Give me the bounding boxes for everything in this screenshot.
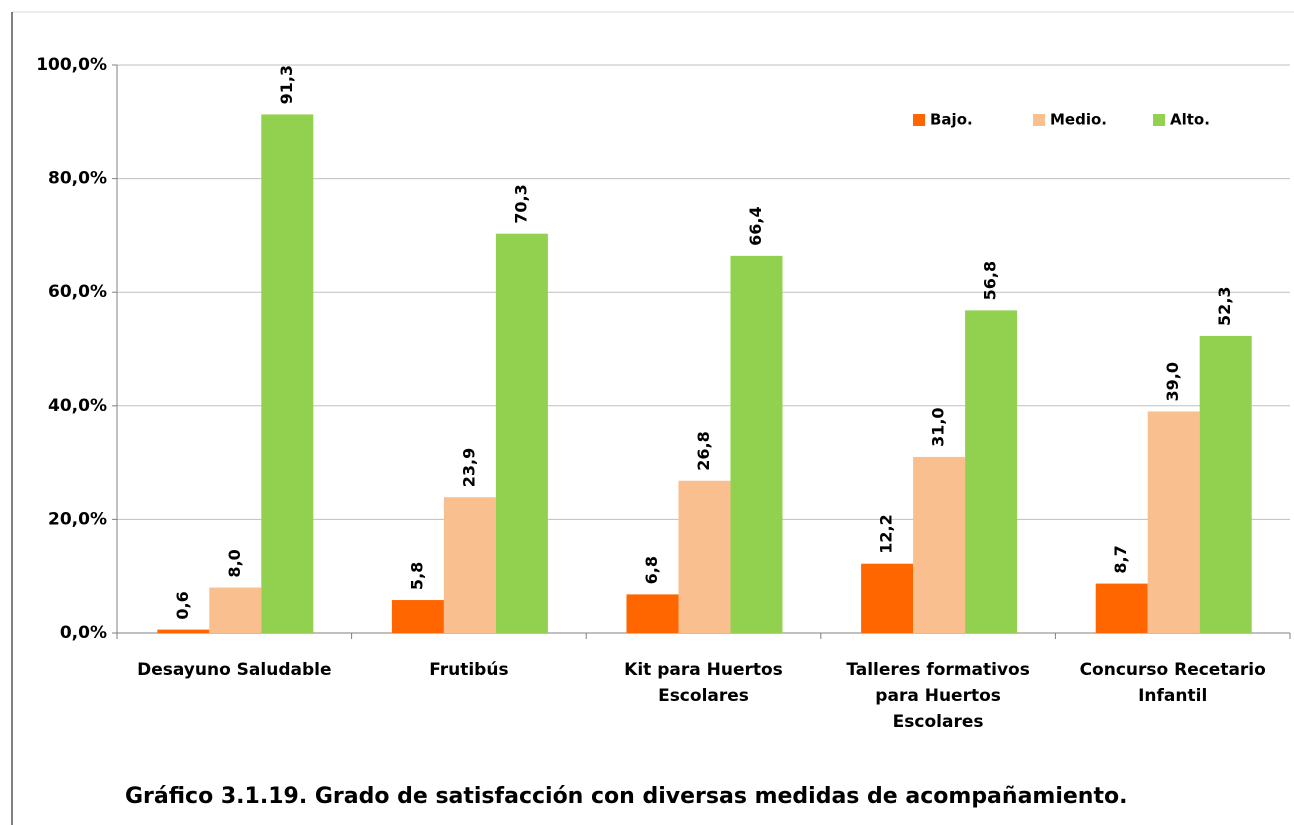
legend-label: Alto.	[1170, 111, 1210, 129]
legend-label: Bajo.	[930, 111, 973, 129]
value-label: 52,3	[1215, 286, 1234, 325]
value-label: 31,0	[929, 407, 948, 446]
y-tick-label: 40,0%	[48, 396, 107, 416]
caption: Gráfico 3.1.19. Grado de satisfacción co…	[125, 784, 1127, 809]
x-tick-label: Concurso Recetario	[1080, 660, 1266, 680]
value-label: 39,0	[1163, 362, 1182, 401]
y-tick-label: 80,0%	[48, 169, 107, 189]
x-tick-label: para Huertos	[875, 686, 1001, 706]
value-label: 26,8	[694, 431, 713, 470]
x-tick-label: Infantil	[1138, 686, 1207, 706]
value-label: 66,4	[746, 206, 765, 245]
legend-swatch	[913, 114, 925, 126]
y-tick-label: 20,0%	[48, 509, 107, 529]
value-label: 5,8	[407, 562, 426, 590]
x-tick-label: Escolares	[893, 712, 984, 732]
bar	[965, 310, 1018, 633]
value-label: 56,8	[981, 261, 1000, 300]
value-label: 70,3	[511, 184, 530, 223]
y-tick-label: 100,0%	[36, 55, 107, 75]
bar	[861, 563, 914, 633]
bar	[443, 497, 496, 633]
legend-swatch	[1153, 114, 1165, 126]
legend-label: Medio.	[1050, 111, 1107, 129]
value-label: 8,0	[225, 549, 244, 577]
bar	[209, 587, 262, 633]
bar	[1147, 411, 1200, 633]
value-label: 23,9	[459, 448, 478, 487]
value-label: 8,7	[1111, 545, 1130, 573]
x-tick-label: Frutibús	[429, 660, 508, 680]
bar	[157, 629, 210, 633]
x-tick-label: Talleres formativos	[846, 660, 1030, 680]
value-label: 12,2	[877, 514, 896, 553]
bar	[626, 594, 679, 633]
bar	[1199, 335, 1252, 633]
bar	[495, 233, 548, 634]
x-tick-label: Escolares	[658, 686, 749, 706]
bar	[678, 480, 731, 633]
bar	[1095, 583, 1148, 633]
x-tick-label: Kit para Huertos	[624, 660, 783, 680]
y-tick-label: 0,0%	[60, 623, 107, 643]
value-label: 6,8	[642, 556, 661, 584]
legend-swatch	[1033, 114, 1045, 126]
bar	[730, 255, 783, 633]
value-label: 91,3	[277, 65, 296, 104]
value-label: 0,6	[173, 591, 192, 619]
y-tick-label: 60,0%	[48, 282, 107, 302]
bar	[261, 114, 314, 633]
bar	[913, 456, 966, 633]
x-tick-label: Desayuno Saludable	[137, 660, 331, 680]
bar	[391, 600, 444, 633]
